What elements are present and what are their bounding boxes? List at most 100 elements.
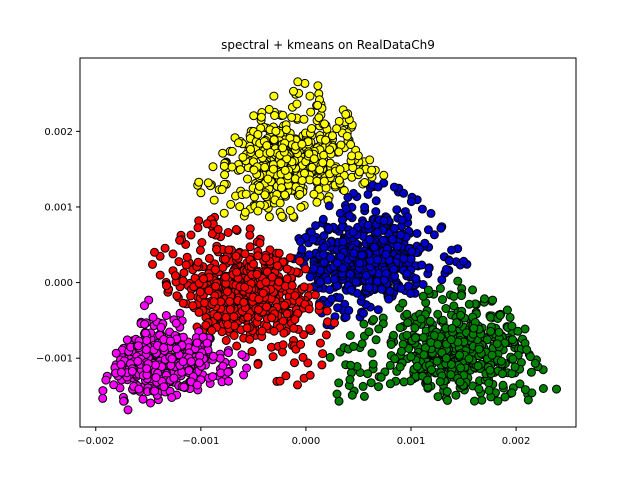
- scatter-point: [175, 235, 185, 245]
- scatter-point: [290, 291, 300, 301]
- scatter-point: [395, 323, 405, 333]
- scatter-point: [193, 257, 203, 267]
- scatter-point: [333, 258, 342, 268]
- scatter-point: [373, 305, 383, 315]
- scatter-point: [365, 155, 375, 165]
- scatter-point: [312, 197, 322, 207]
- scatter-point: [379, 235, 388, 245]
- scatter-point: [127, 366, 137, 376]
- scatter-point: [169, 373, 179, 383]
- scatter-point: [393, 241, 403, 251]
- scatter-point: [269, 135, 279, 145]
- scatter-point: [365, 235, 375, 245]
- scatter-point: [299, 330, 309, 340]
- scatter-point: [225, 305, 235, 314]
- scatter-point: [116, 360, 126, 369]
- scatter-point: [242, 363, 252, 373]
- scatter-point: [278, 143, 288, 153]
- scatter-point: [433, 339, 443, 349]
- scatter-point: [384, 294, 394, 304]
- scatter-point: [253, 206, 263, 216]
- scatter-point: [373, 182, 383, 192]
- scatter-point: [360, 202, 370, 212]
- scatter-point: [192, 338, 202, 348]
- scatter-point: [275, 376, 285, 386]
- scatter-point: [343, 193, 353, 202]
- scatter-point: [232, 267, 242, 277]
- scatter-point: [277, 183, 286, 193]
- scatter-point: [437, 275, 447, 285]
- scatter-point: [307, 124, 317, 133]
- scatter-point: [239, 297, 249, 307]
- scatter-point: [253, 359, 263, 369]
- scatter-point: [171, 318, 181, 328]
- scatter-point: [119, 396, 129, 406]
- scatter-point: [142, 336, 152, 345]
- scatter-point: [243, 312, 253, 322]
- scatter-point: [264, 212, 274, 222]
- scatter-point: [223, 228, 233, 237]
- scatter-point: [276, 159, 286, 169]
- scatter-point: [321, 330, 331, 340]
- scatter-point: [469, 323, 479, 333]
- scatter-point: [278, 340, 288, 350]
- scatter-point: [432, 356, 442, 366]
- scatter-point: [261, 253, 271, 263]
- scatter-point: [101, 375, 111, 385]
- scatter-point: [334, 396, 344, 406]
- scatter-point: [267, 313, 277, 323]
- scatter-point: [223, 348, 233, 358]
- scatter-point: [385, 379, 395, 389]
- chart-title: spectral + kmeans on RealDataCh9: [221, 38, 435, 52]
- scatter-point: [374, 382, 383, 392]
- scatter-point: [477, 395, 487, 405]
- scatter-point: [492, 339, 502, 349]
- scatter-point: [290, 315, 300, 324]
- scatter-point: [295, 256, 305, 266]
- scatter-point: [226, 199, 236, 209]
- scatter-point: [282, 309, 292, 319]
- scatter-point: [235, 202, 245, 212]
- scatter-point: [456, 363, 466, 373]
- scatter-point: [424, 263, 434, 273]
- y-tick-label: −0.001: [36, 354, 73, 365]
- scatter-point: [227, 146, 237, 156]
- scatter-point: [339, 186, 349, 196]
- scatter-point: [435, 284, 445, 293]
- scatter-point: [186, 291, 196, 301]
- scatter-point: [202, 338, 212, 348]
- scatter-point: [455, 350, 464, 360]
- scatter-point: [369, 242, 379, 252]
- x-tick-label: 0.001: [397, 436, 426, 447]
- scatter-point: [188, 301, 198, 311]
- scatter-point: [482, 335, 492, 345]
- scatter-point: [289, 86, 298, 96]
- scatter-point: [207, 229, 217, 239]
- scatter-point: [289, 323, 299, 333]
- scatter-point: [200, 298, 209, 308]
- scatter-point: [257, 326, 267, 336]
- scatter-point: [299, 114, 309, 124]
- scatter-point: [399, 254, 409, 264]
- scatter-point: [485, 365, 495, 375]
- scatter-point: [399, 188, 409, 198]
- scatter-point: [328, 131, 337, 141]
- scatter-point: [341, 109, 351, 119]
- scatter-point: [146, 398, 155, 408]
- scatter-point: [344, 305, 354, 315]
- scatter-point: [510, 362, 520, 372]
- scatter-point: [447, 245, 457, 255]
- scatter-point: [195, 287, 205, 297]
- scatter-point: [407, 247, 417, 256]
- scatter-point: [507, 388, 517, 398]
- scatter-point: [363, 220, 373, 230]
- scatter-point: [473, 361, 483, 371]
- scatter-point: [459, 256, 469, 266]
- y-axis: −0.001 0.000 0.001 0.002: [36, 127, 80, 365]
- scatter-point: [133, 356, 143, 366]
- scatter-point: [280, 300, 289, 310]
- scatter-point: [315, 338, 325, 348]
- scatter-point: [495, 310, 505, 320]
- scatter-point: [319, 250, 328, 260]
- scatter-point: [333, 303, 343, 313]
